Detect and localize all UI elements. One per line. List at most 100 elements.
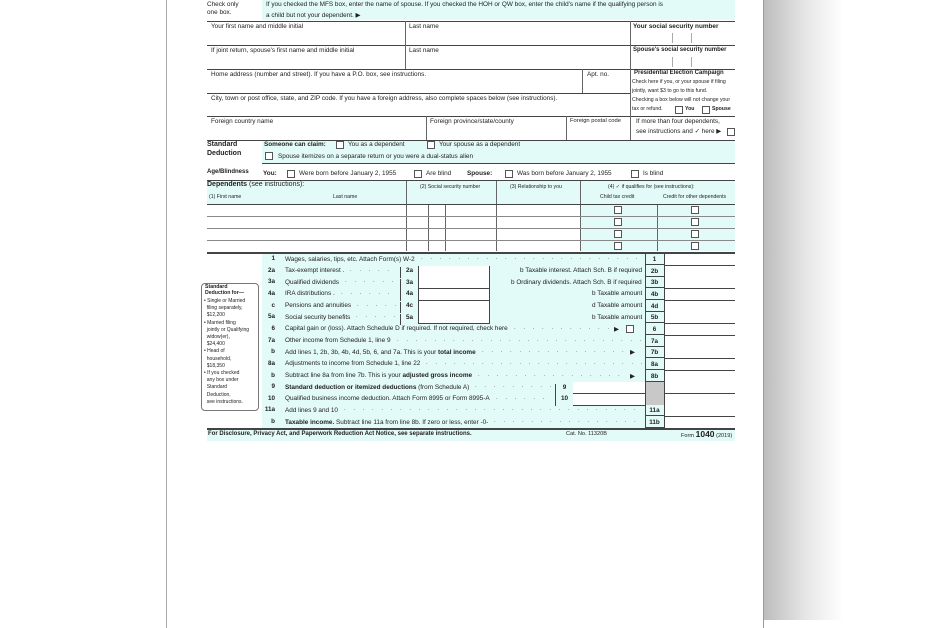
spouse-dependent-checkbox[interactable]: [427, 141, 435, 149]
amount-field[interactable]: [664, 312, 735, 325]
page-shadow: [764, 0, 844, 620]
spouse-blind-checkbox[interactable]: [631, 170, 639, 178]
check-only-label: Check only: [207, 1, 239, 8]
child-tax-credit-checkbox[interactable]: [614, 218, 622, 226]
child-tax-credit-checkbox[interactable]: [614, 206, 622, 214]
sidebar-item: Deduction,: [204, 391, 231, 398]
dep-col-qualifies: (4) ✓ if qualifies for (see instructions…: [608, 184, 695, 190]
leader-dots: . . . . . . . . . . . . . . . . . . . . …: [344, 406, 642, 413]
line-label: Other income from Schedule 1, line 9: [285, 337, 391, 345]
more-dependents-text: see instructions and ✓ here ▶: [636, 128, 722, 135]
foreign-postal-field[interactable]: Foreign postal code: [570, 118, 621, 124]
line-box-label: 7b: [645, 347, 664, 359]
sub-amount-field[interactable]: [418, 277, 490, 290]
itemizes-label: Spouse itemizes on a separate return or …: [278, 153, 474, 160]
sidebar-title: Deduction for—: [205, 290, 244, 296]
you-blind-label: Are blind: [426, 170, 452, 177]
sidebar-item: • If you checked: [204, 370, 240, 376]
child-tax-credit-checkbox[interactable]: [614, 230, 622, 238]
amount-field[interactable]: [664, 300, 735, 313]
leader-dots: . . . . . . . . . . . . . . . . . . . . …: [514, 324, 610, 331]
line-box-label: 3b: [645, 277, 664, 289]
amount-field[interactable]: [664, 347, 735, 360]
filing-note-line2: a child but not your dependent. ▶: [266, 12, 361, 19]
line-number: 3a: [267, 278, 275, 286]
line-box-label: 2b: [645, 266, 664, 277]
form-prefix: Form: [681, 433, 696, 439]
you-born-checkbox[interactable]: [287, 170, 295, 178]
line-label-bold: total income: [438, 348, 476, 356]
sidebar-item: Standard: [204, 384, 228, 391]
leader-dots: . . . . . . . . . . . . . . . . . . . . …: [421, 255, 642, 261]
dependent-row[interactable]: [207, 216, 735, 217]
amount-field[interactable]: [664, 288, 735, 301]
sub-amount-field[interactable]: [418, 312, 490, 325]
campaign-you-checkbox[interactable]: [675, 106, 683, 114]
other-dependent-credit-checkbox[interactable]: [691, 230, 699, 238]
you-dependent-checkbox[interactable]: [336, 141, 344, 149]
other-dependent-credit-checkbox[interactable]: [691, 206, 699, 214]
foreign-province-field[interactable]: Foreign province/state/county: [430, 118, 514, 125]
line-box-label: 5b: [645, 312, 664, 324]
amount-field[interactable]: [664, 335, 735, 348]
amount-field[interactable]: [664, 323, 735, 336]
leader-dots: . . . . . . . . . . . . . . . . . . . . …: [341, 289, 397, 296]
dependent-row[interactable]: [207, 240, 735, 241]
sub-amount-field[interactable]: [418, 300, 490, 313]
child-tax-credit-checkbox[interactable]: [614, 242, 622, 250]
first-name-field[interactable]: Your first name and middle initial: [211, 23, 304, 30]
amount-field[interactable]: [664, 277, 735, 290]
standard-deduction-heading: Deduction: [207, 150, 242, 157]
sub-amount-field[interactable]: [418, 265, 490, 278]
inner-amount-field[interactable]: [573, 393, 645, 406]
age-blindness-heading: Age/Blindness: [207, 169, 249, 175]
sub-line-number: 2a: [400, 267, 418, 279]
sidebar-item: • Single or Married: [204, 298, 246, 304]
city-field[interactable]: City, town or post office, state, and ZI…: [211, 95, 558, 102]
spouse-dependent-label: Your spouse as a dependent: [439, 141, 521, 148]
spouse-first-name-field[interactable]: If joint return, spouse's first name and…: [211, 47, 355, 54]
more-dependents-checkbox[interactable]: [727, 128, 735, 136]
line-b-label: b Taxable interest. Attach Sch. B if req…: [520, 267, 643, 275]
amount-field[interactable]: [664, 382, 735, 395]
dep-col-ssn: (2) Social security number: [420, 184, 481, 190]
line-number: 10: [267, 394, 275, 402]
inner-amount-field[interactable]: [573, 382, 645, 395]
capital-gain-checkbox[interactable]: [626, 324, 634, 333]
dep-col-relationship: (3) Relationship to you: [510, 184, 562, 190]
ssn-field[interactable]: Your social security number: [633, 23, 719, 30]
itemizes-checkbox[interactable]: [265, 152, 273, 160]
foreign-country-field[interactable]: Foreign country name: [211, 118, 274, 125]
line-box-label: 8b: [645, 371, 664, 382]
amount-field[interactable]: [664, 393, 735, 406]
dependent-row[interactable]: [207, 228, 735, 229]
other-dependent-credit-checkbox[interactable]: [691, 242, 699, 250]
amount-field[interactable]: [664, 358, 735, 371]
spouse-last-name-field[interactable]: Last name: [409, 47, 439, 54]
line-box-label: 8a: [645, 359, 664, 370]
spouse-born-checkbox[interactable]: [505, 170, 513, 178]
other-dependent-credit-checkbox[interactable]: [691, 218, 699, 226]
leader-dots: . . . . . . . . . . . . . . . . . . . . …: [397, 336, 642, 343]
campaign-spouse-checkbox[interactable]: [702, 106, 710, 114]
amount-field[interactable]: [664, 370, 735, 383]
you-blind-checkbox[interactable]: [414, 170, 422, 178]
sidebar-item: widow(er),: [204, 334, 230, 340]
home-address-field[interactable]: Home address (number and street). If you…: [211, 71, 427, 78]
amount-field[interactable]: [664, 405, 735, 418]
line-b-label: b Taxable amount: [592, 313, 643, 321]
standard-deduction-heading: Standard: [207, 141, 238, 148]
line-b-label: b Ordinary dividends. Attach Sch. B if r…: [511, 278, 642, 286]
sidebar-item: • Head of: [204, 348, 225, 355]
apt-field[interactable]: Apt. no.: [587, 71, 610, 78]
last-name-field[interactable]: Last name: [409, 23, 439, 30]
spouse-ssn-field[interactable]: Spouse's social security number: [633, 47, 727, 53]
sub-amount-field[interactable]: [418, 288, 490, 301]
someone-can-claim-label: Someone can claim:: [264, 141, 326, 148]
shaded-cell: [645, 381, 664, 405]
sidebar-item: household,: [204, 355, 232, 362]
inner-line-number: 10: [555, 395, 573, 407]
line-number: 5a: [267, 313, 275, 321]
amount-field[interactable]: [664, 254, 735, 266]
amount-field[interactable]: [664, 265, 735, 278]
